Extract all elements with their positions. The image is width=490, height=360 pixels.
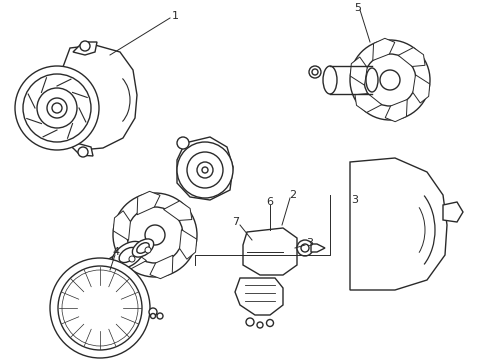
Ellipse shape — [132, 239, 154, 257]
Text: 3: 3 — [307, 238, 314, 248]
Circle shape — [62, 270, 138, 346]
Circle shape — [129, 256, 135, 262]
Circle shape — [157, 313, 163, 319]
Circle shape — [47, 98, 67, 118]
Circle shape — [177, 137, 189, 149]
Circle shape — [78, 286, 122, 330]
Polygon shape — [179, 230, 197, 259]
Ellipse shape — [137, 243, 149, 253]
Polygon shape — [311, 244, 325, 252]
Circle shape — [67, 275, 133, 341]
Polygon shape — [235, 278, 283, 315]
Text: 4: 4 — [112, 247, 120, 257]
Circle shape — [145, 225, 165, 245]
Ellipse shape — [108, 259, 122, 271]
Polygon shape — [67, 142, 93, 156]
Circle shape — [113, 193, 197, 277]
Circle shape — [23, 74, 91, 142]
Text: 2: 2 — [290, 190, 296, 200]
Polygon shape — [413, 75, 430, 103]
Circle shape — [78, 147, 88, 157]
Circle shape — [297, 240, 313, 256]
Ellipse shape — [112, 242, 144, 269]
Circle shape — [197, 162, 213, 178]
Circle shape — [50, 258, 150, 358]
Polygon shape — [373, 38, 395, 60]
Polygon shape — [177, 137, 233, 200]
Text: 1: 1 — [172, 11, 178, 21]
Text: 6: 6 — [267, 197, 273, 207]
Circle shape — [58, 266, 142, 350]
Circle shape — [364, 54, 416, 106]
Ellipse shape — [89, 270, 107, 285]
Polygon shape — [350, 57, 367, 85]
Polygon shape — [350, 158, 447, 290]
Polygon shape — [150, 255, 173, 279]
Ellipse shape — [102, 255, 127, 275]
Ellipse shape — [366, 68, 378, 92]
Circle shape — [380, 70, 400, 90]
Circle shape — [80, 41, 90, 51]
Ellipse shape — [323, 66, 337, 94]
Ellipse shape — [82, 264, 114, 292]
Circle shape — [202, 167, 208, 173]
Polygon shape — [118, 249, 147, 269]
Text: 3: 3 — [351, 195, 359, 205]
Circle shape — [112, 267, 118, 273]
Circle shape — [301, 244, 309, 252]
Polygon shape — [385, 99, 407, 122]
Circle shape — [52, 103, 62, 113]
Circle shape — [127, 207, 183, 263]
Polygon shape — [60, 45, 137, 150]
Circle shape — [257, 322, 263, 328]
Polygon shape — [137, 191, 160, 215]
Circle shape — [246, 318, 254, 326]
Circle shape — [309, 66, 321, 78]
Polygon shape — [243, 228, 297, 275]
Circle shape — [145, 247, 151, 253]
Circle shape — [72, 280, 128, 336]
Polygon shape — [164, 201, 192, 220]
Circle shape — [37, 88, 77, 128]
Circle shape — [86, 294, 114, 322]
Ellipse shape — [119, 247, 137, 262]
Circle shape — [177, 142, 233, 198]
Polygon shape — [113, 211, 130, 240]
Circle shape — [150, 314, 155, 319]
Circle shape — [187, 152, 223, 188]
Text: 7: 7 — [232, 217, 240, 227]
Text: 5: 5 — [354, 3, 362, 13]
Circle shape — [149, 308, 157, 316]
Circle shape — [350, 40, 430, 120]
Circle shape — [312, 69, 318, 75]
Polygon shape — [57, 80, 72, 105]
Polygon shape — [73, 42, 97, 55]
Polygon shape — [443, 202, 463, 222]
Circle shape — [267, 320, 273, 327]
Polygon shape — [398, 48, 425, 67]
Polygon shape — [355, 94, 382, 112]
Circle shape — [15, 66, 99, 150]
